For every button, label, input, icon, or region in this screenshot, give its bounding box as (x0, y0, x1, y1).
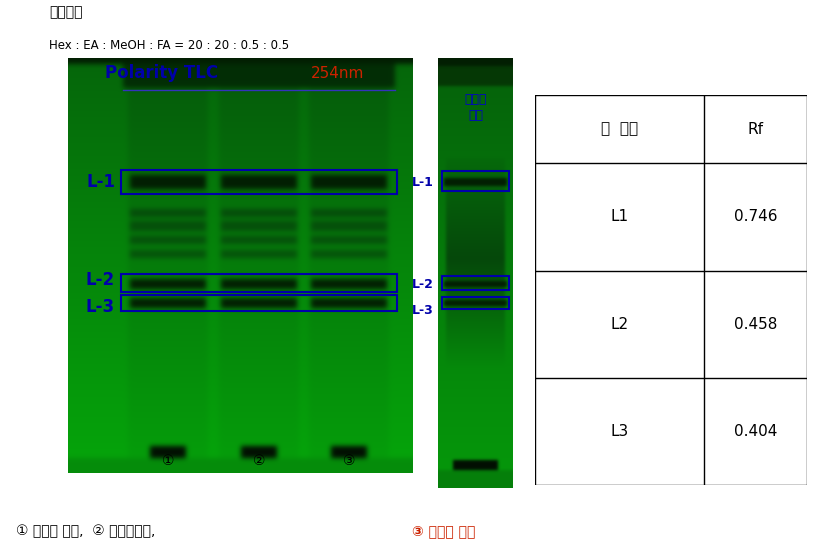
Text: L-3: L-3 (86, 298, 115, 316)
Text: 만  분획: 만 분획 (600, 122, 638, 137)
Text: 추출조건: 추출조건 (49, 6, 83, 20)
Bar (442, 297, 509, 309)
Bar (442, 171, 509, 191)
Text: L-2: L-2 (412, 277, 434, 291)
Text: ③ 국내산 감초: ③ 국내산 감초 (412, 525, 475, 538)
Text: 254nm: 254nm (310, 65, 364, 80)
Text: 국내산
감초: 국내산 감초 (465, 93, 487, 122)
Text: ①: ① (162, 454, 174, 468)
Text: L-1: L-1 (86, 173, 115, 191)
Bar (121, 295, 397, 311)
Text: L-1: L-1 (412, 176, 434, 189)
Text: 0.746: 0.746 (734, 209, 777, 224)
Text: L1: L1 (610, 209, 628, 224)
Text: 0.404: 0.404 (734, 424, 777, 439)
Text: Polarity TLC: Polarity TLC (105, 64, 218, 82)
Text: L2: L2 (610, 316, 628, 331)
Text: 0.458: 0.458 (734, 316, 777, 331)
Text: L3: L3 (610, 424, 628, 439)
Text: L-2: L-2 (86, 271, 115, 289)
Text: ③: ③ (343, 454, 355, 468)
Text: ① 우주백 감초,  ② 중국산감초,: ① 우주백 감초, ② 중국산감초, (16, 525, 164, 538)
Text: Hex : EA : MeOH : FA = 20 : 20 : 0.5 : 0.5: Hex : EA : MeOH : FA = 20 : 20 : 0.5 : 0… (49, 40, 290, 52)
Bar (121, 170, 397, 194)
Text: L-3: L-3 (412, 305, 434, 318)
Text: ②: ② (253, 454, 265, 468)
Bar (121, 274, 397, 292)
Bar (442, 276, 509, 290)
Text: Rf: Rf (748, 122, 763, 137)
